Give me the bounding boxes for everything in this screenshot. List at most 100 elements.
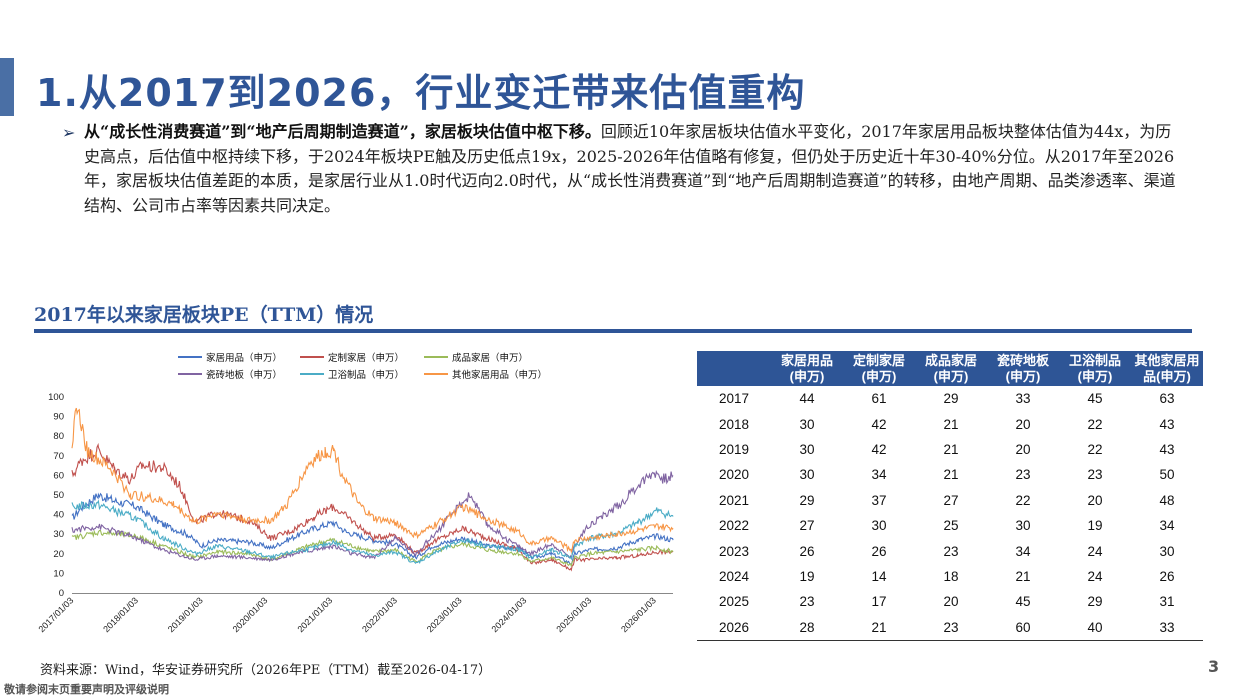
title-accent-bar bbox=[0, 58, 14, 116]
series-line bbox=[71, 492, 674, 566]
legend-item: 定制家居（申万） bbox=[300, 350, 404, 364]
y-tick-label: 10 bbox=[53, 568, 64, 579]
y-tick-label: 70 bbox=[53, 451, 64, 462]
table-value-cell: 40 bbox=[1059, 614, 1131, 641]
table-row: 2020 30 34 21 23 23 50 bbox=[697, 462, 1203, 487]
table-value-cell: 24 bbox=[1087, 568, 1103, 584]
legend-label: 卫浴制品（申万） bbox=[328, 370, 405, 381]
table-value-cell: 45 bbox=[1015, 594, 1031, 610]
table-year-cell: 2018 bbox=[718, 416, 750, 432]
title-text: 从2017到2026，行业变迁带来估值重构 bbox=[78, 71, 806, 115]
table-value-cell: 17 bbox=[871, 594, 887, 610]
table-value-cell: 26 bbox=[871, 543, 887, 559]
table-value-cell: 22 bbox=[1015, 492, 1031, 508]
table-header-cell: 定制家居 (申万) bbox=[843, 351, 915, 386]
x-tick-label: 2020/01/03 bbox=[231, 595, 270, 634]
legend-item: 家居用品（申万） bbox=[178, 350, 282, 364]
table-year-cell: 2025 bbox=[718, 594, 750, 610]
y-tick-label: 50 bbox=[53, 490, 64, 501]
table-header-cell: 卫浴制品 (申万) bbox=[1059, 351, 1131, 386]
table-year-cell: 2017 bbox=[718, 391, 750, 407]
bullet-bold-lead: 从“成长性消费赛道”到“地产后周期制造赛道”，家居板块估值中枢下移。 bbox=[84, 122, 601, 141]
table-value-cell: 30 bbox=[871, 518, 887, 534]
pe-table: 家居用品 (申万) 定制家居 (申万) 成品家居 (申万) 瓷砖地板 (申万) 卫浴制品 (申万)… bbox=[697, 351, 1203, 641]
table-value-cell: 31 bbox=[1159, 594, 1175, 610]
title-number: 1. bbox=[36, 71, 79, 115]
table-value-cell: 43 bbox=[1159, 441, 1175, 457]
table-value-cell: 26 bbox=[1159, 568, 1175, 584]
table-value-cell: 23 bbox=[915, 614, 987, 641]
pe-line-chart: 0 10 20 30 40 50 60 70 80 90 100 2017/01/03 2018/01/… bbox=[36, 392, 674, 634]
table-value-cell: 21 bbox=[943, 416, 959, 432]
table-header-cell: 瓷砖地板 (申万) bbox=[987, 351, 1059, 386]
legend-label: 成品家居（申万） bbox=[452, 353, 529, 364]
legend-swatch bbox=[424, 373, 448, 375]
bullet-paragraph: 从“成长性消费赛道”到“地产后周期制造赛道”，家居板块估值中枢下移。回顾近10年… bbox=[84, 120, 1184, 218]
table-value-cell: 42 bbox=[871, 416, 887, 432]
table-row: 2021 29 37 27 22 20 48 bbox=[697, 488, 1203, 513]
legend-swatch bbox=[424, 356, 448, 358]
table-value-cell: 29 bbox=[1087, 594, 1103, 610]
table-value-cell: 30 bbox=[1015, 518, 1031, 534]
y-tick-label: 60 bbox=[53, 470, 64, 481]
legend-label: 定制家居（申万） bbox=[328, 353, 405, 364]
table-value-cell: 19 bbox=[1087, 518, 1103, 534]
table-value-cell: 21 bbox=[1015, 568, 1031, 584]
table-value-cell: 34 bbox=[871, 467, 887, 483]
table-value-cell: 26 bbox=[799, 543, 815, 559]
table-year-cell: 2021 bbox=[718, 492, 750, 508]
table-header-cell: 成品家居 (申万) bbox=[915, 351, 987, 386]
table-value-cell: 27 bbox=[799, 518, 815, 534]
table-value-cell: 23 bbox=[799, 594, 815, 610]
table-value-cell: 28 bbox=[771, 614, 843, 641]
series-line bbox=[71, 499, 674, 565]
table-value-cell: 43 bbox=[1159, 416, 1175, 432]
table-value-cell: 48 bbox=[1159, 492, 1175, 508]
table-value-cell: 30 bbox=[799, 416, 815, 432]
table-row: 2023 26 26 23 34 24 30 bbox=[697, 538, 1203, 563]
series-line bbox=[71, 442, 674, 572]
table-value-cell: 30 bbox=[799, 441, 815, 457]
legend-item: 成品家居（申万） bbox=[424, 350, 528, 364]
table-row: 2026 28 21 23 60 40 33 bbox=[697, 614, 1203, 641]
table-value-cell: 21 bbox=[943, 467, 959, 483]
legend-label: 瓷砖地板（申万） bbox=[206, 370, 283, 381]
legend-swatch bbox=[178, 373, 202, 375]
table-value-cell: 34 bbox=[1015, 543, 1031, 559]
y-tick-label: 30 bbox=[53, 529, 64, 540]
bullet-body: 回顾近10年家居板块估值水平变化，2017年家居用品板块整体估值为44x，为历史… bbox=[84, 122, 1176, 215]
table-value-cell: 44 bbox=[799, 391, 815, 407]
table-value-cell: 14 bbox=[871, 568, 887, 584]
table-value-cell: 61 bbox=[871, 391, 887, 407]
table-value-cell: 23 bbox=[943, 543, 959, 559]
page-number: 3 bbox=[1208, 657, 1220, 676]
disclaimer-text: 敬请参阅末页重要声明及评级说明 bbox=[4, 683, 169, 696]
table-year-cell: 2019 bbox=[718, 441, 750, 457]
table-year-cell: 2022 bbox=[718, 518, 750, 534]
x-tick-label: 2023/01/03 bbox=[425, 595, 464, 634]
table-value-cell: 34 bbox=[1159, 518, 1175, 534]
table-value-cell: 27 bbox=[943, 492, 959, 508]
table-year-cell: 2024 bbox=[718, 568, 750, 584]
table-value-cell: 42 bbox=[871, 441, 887, 457]
y-tick-label: 40 bbox=[53, 510, 64, 521]
x-tick-label: 2021/01/03 bbox=[295, 595, 334, 634]
legend-item: 卫浴制品（申万） bbox=[300, 367, 404, 381]
bullet-arrow-icon: ➢ bbox=[62, 123, 76, 142]
table-value-cell: 20 bbox=[1087, 492, 1103, 508]
table-value-cell: 22 bbox=[1087, 416, 1103, 432]
table-value-cell: 22 bbox=[1087, 441, 1103, 457]
legend-label: 家居用品（申万） bbox=[206, 353, 283, 364]
table-row: 2024 19 14 18 21 24 26 bbox=[697, 564, 1203, 589]
table-value-cell: 20 bbox=[1015, 416, 1031, 432]
table-value-cell: 21 bbox=[843, 614, 915, 641]
table-value-cell: 25 bbox=[943, 518, 959, 534]
table-value-cell: 33 bbox=[1015, 391, 1031, 407]
series-line bbox=[71, 407, 674, 554]
table-value-cell: 19 bbox=[799, 568, 815, 584]
legend-swatch bbox=[178, 356, 202, 358]
table-value-cell: 29 bbox=[943, 391, 959, 407]
y-tick-label: 0 bbox=[59, 588, 64, 599]
x-tick-label: 2026/01/03 bbox=[619, 595, 658, 634]
series-line bbox=[71, 469, 674, 563]
